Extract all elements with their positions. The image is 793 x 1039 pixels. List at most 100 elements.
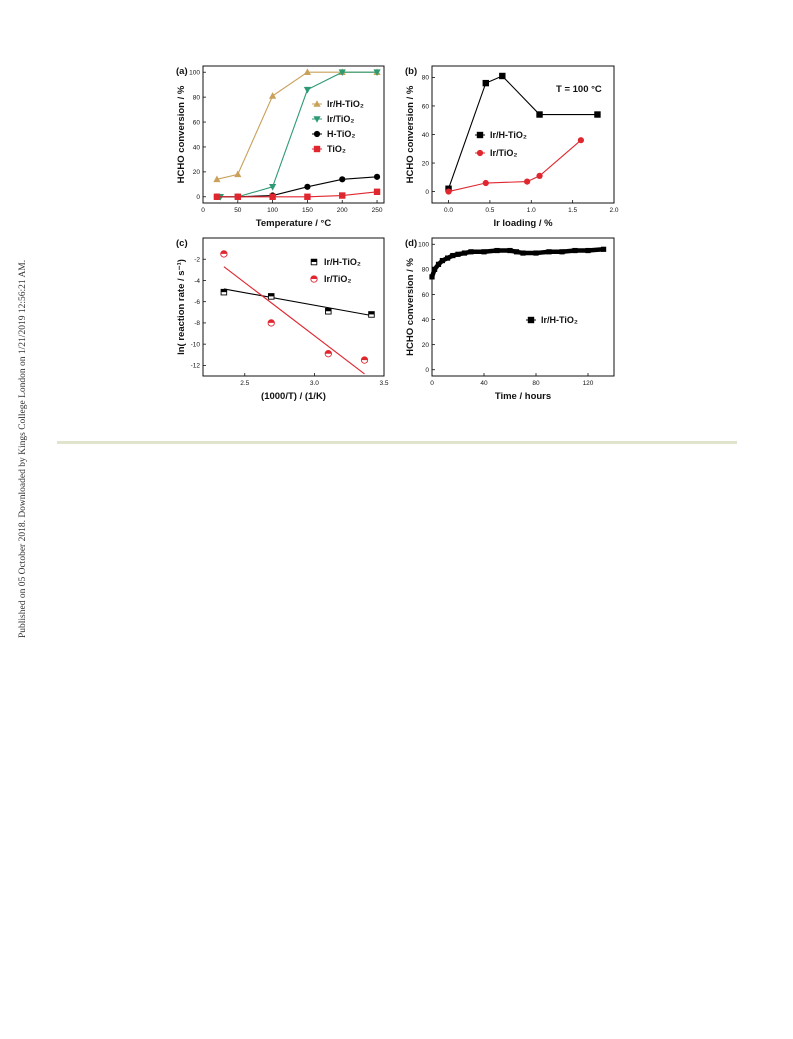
legend-marker [313,130,321,138]
data-point [461,250,468,256]
y-axis-label: HCHO conversion / % [405,85,416,183]
legend-marker-fill [310,275,318,279]
x-tick-label: 200 [337,207,348,214]
data-point [435,261,442,267]
data-point [494,247,500,254]
data-point [455,251,461,257]
plot-frame [202,65,385,204]
x-tick-label: 50 [234,207,242,214]
series-2 [220,250,369,375]
y-tick-label: 80 [193,94,201,101]
x-tick-label: 3.0 [310,380,319,387]
data-point [559,249,565,255]
legend-label: Ir/H-TiO₂ [324,257,361,267]
legend-label: TiO₂ [327,144,346,154]
series-2 [445,137,585,195]
chart-panel-4: 0 40 80 120 0 20 40 60 80 100 Time / hours HCHO con… [405,237,615,402]
legend-marker-fill [311,259,317,262]
series-2 [216,69,381,201]
x-axis-label: Temperature / °C [256,218,332,229]
y-tick-label: 60 [422,103,430,110]
y-tick-label: -12 [191,363,201,370]
data-point [450,252,456,259]
legend-marker [527,316,535,324]
x-axis-label: Time / hours [495,391,551,402]
y-axis-label: ln( reaction rate / s⁻¹) [176,259,187,355]
x-tick-label: 3.5 [379,380,388,387]
data-point [445,255,451,261]
data-point [572,247,578,254]
legend-label: Ir/TiO₂ [324,274,351,284]
panel-label: (a) [176,66,188,77]
data-point [445,188,452,195]
y-tick-label: 40 [193,144,201,151]
series-1 [213,68,381,183]
legend-panel-3: Ir/H-TiO₂ Ir/TiO₂ [310,257,361,284]
y-tick-label: 40 [422,317,430,324]
data-point [536,172,543,179]
y-axis-label: HCHO conversion / % [176,85,187,183]
data-point [601,246,607,252]
series-line [216,71,378,180]
data-point [546,249,552,255]
y-tick-label: 60 [422,292,430,299]
data-point [373,188,381,195]
x-tick-label: 0 [430,380,434,387]
data-point [269,193,276,200]
y-axis-label: HCHO conversion / % [405,258,416,356]
x-tick-label: 2.0 [609,207,618,214]
data-point-fill [221,289,227,293]
y-tick-label: 100 [189,70,200,77]
temperature-annotation: T = 100 °C [556,84,602,95]
series-1 [429,246,607,280]
x-tick-label: 2.5 [240,380,249,387]
data-point [303,86,312,94]
legend-panel-2: Ir/H-TiO₂ Ir/TiO₂ [475,130,527,158]
data-point [536,111,543,118]
data-point [524,178,531,185]
plot-frame [202,237,385,377]
fit-line [223,266,365,375]
data-point [303,68,312,76]
x-tick-label: 100 [267,207,278,214]
panel-label: (d) [405,238,417,249]
legend-label: Ir/H-TiO₂ [541,315,578,325]
data-point [304,193,311,200]
legend-label: H-TiO₂ [327,129,355,139]
x-tick-label: 0 [201,207,205,214]
x-tick-label: 0.0 [444,207,453,214]
series-line [216,191,378,198]
legend-marker [313,145,321,153]
legend-label: Ir/TiO₂ [490,148,517,158]
x-tick-label: 150 [302,207,313,214]
legend-marker [313,116,321,123]
data-point [482,79,489,87]
x-tick-label: 80 [532,380,540,387]
x-tick-label: 40 [480,380,488,387]
series-4 [213,188,381,200]
chart-panel-1: 0 50 100 150 200 250 0 20 40 60 80 100 Temperature /… [176,65,385,229]
data-point-fill [361,356,368,361]
data-point [213,175,221,183]
x-axis-label: (1000/T) / (1/K) [261,391,326,402]
x-tick-label: 1.5 [568,207,577,214]
panel-label: (b) [405,66,417,77]
y-tick-label: 100 [418,242,429,249]
y-tick-label: -4 [194,278,200,285]
data-point-fill [368,311,375,315]
data-point [373,69,381,77]
legend-label: Ir/H-TiO₂ [327,99,364,109]
data-point [234,170,242,178]
y-tick-label: 80 [422,267,430,274]
legend-label: Ir/TiO₂ [327,114,354,124]
data-point [269,92,277,99]
data-point [499,72,506,80]
data-point [338,69,346,77]
data-point [339,192,346,199]
x-tick-label: 250 [372,207,383,214]
y-tick-label: -8 [194,320,200,327]
y-tick-label: 0 [425,367,429,374]
y-tick-label: 80 [422,75,430,82]
data-point [213,193,221,200]
